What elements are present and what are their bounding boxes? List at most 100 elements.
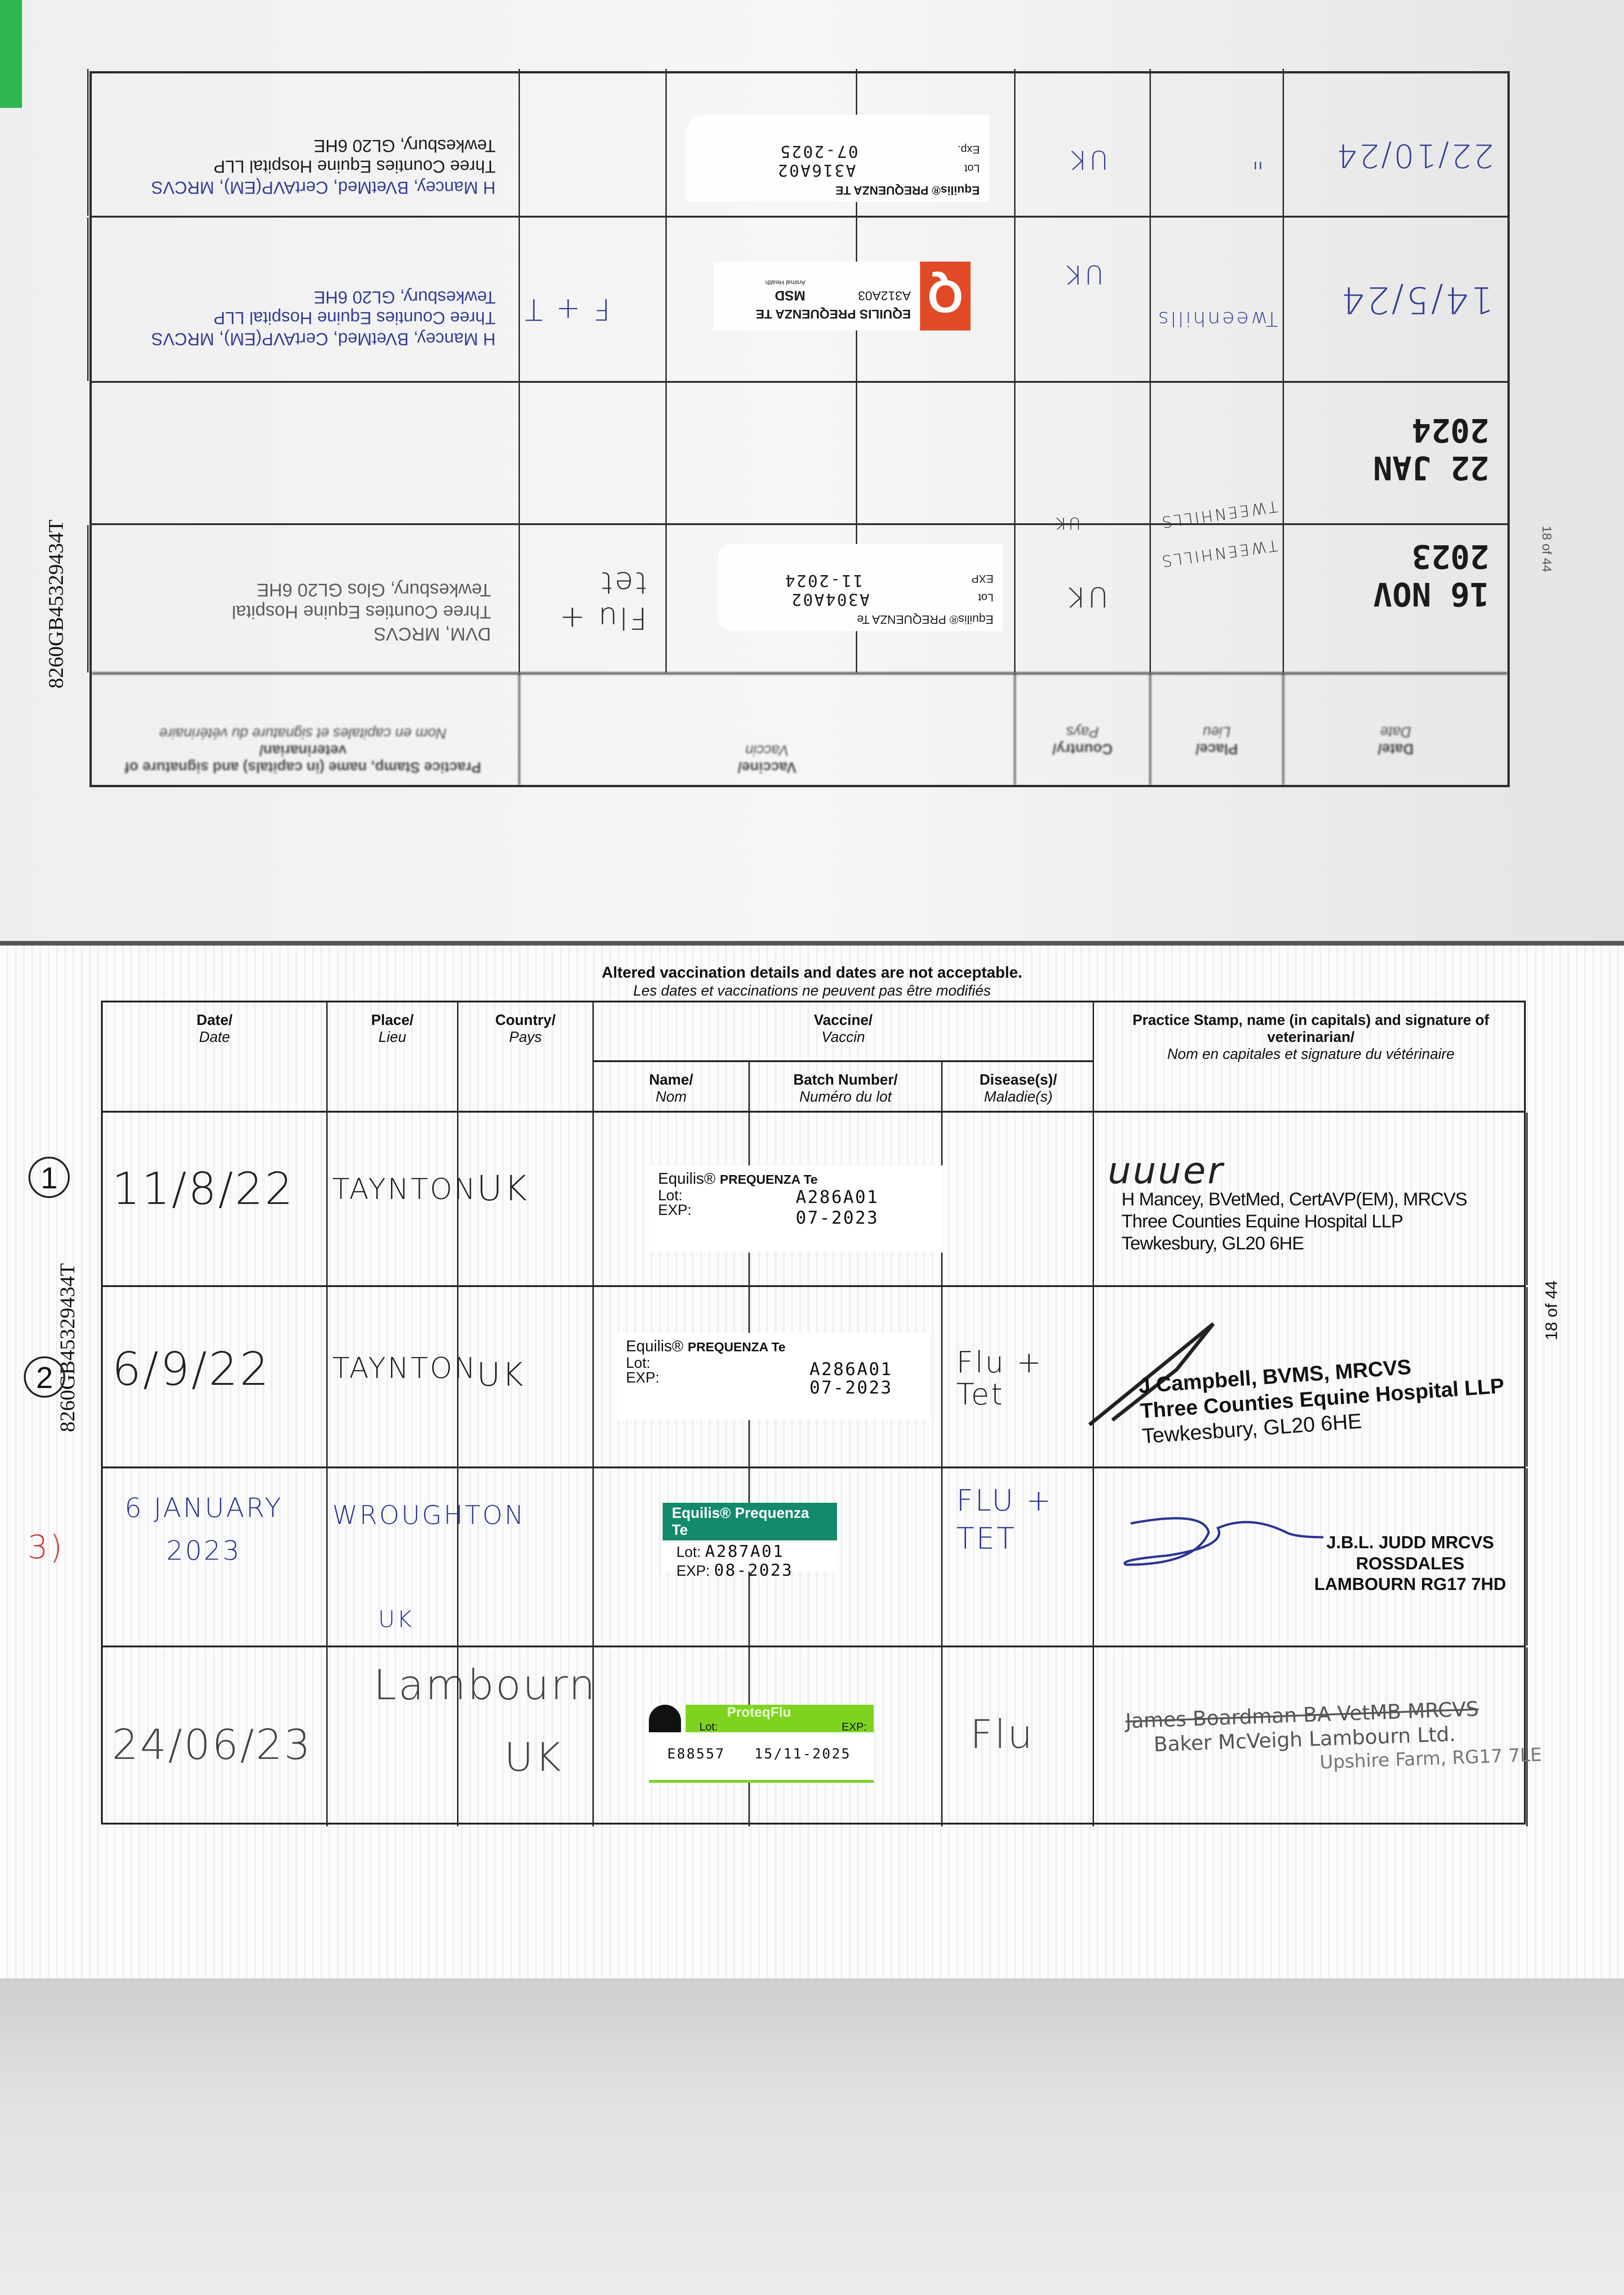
vet-practice: Three Counties Equine Hospital LLP: [1122, 1211, 1403, 1231]
page-number-upper: 18 of 44: [1540, 526, 1554, 572]
header-stamp: Practice Stamp, name (in capitals) and s…: [1132, 1012, 1490, 1045]
sticker-brand: Equilis® PREQUENZA Te: [857, 613, 993, 627]
country: UK: [1064, 259, 1104, 289]
place-ditto: ": [1250, 142, 1264, 174]
header-place-fr: Lieu: [1203, 724, 1231, 740]
header-batch: Batch Number/: [793, 1071, 898, 1088]
header-vaccine: Vaccine/: [737, 759, 797, 776]
upper-row-2: 22 JAN 2024 TWEENHILLS UK: [92, 381, 1507, 532]
date: 6 JANUARY 2023: [124, 1492, 283, 1566]
green-tab: [0, 0, 22, 108]
header-stamp-fr: Nom en capitales et signature du vétérin…: [159, 725, 447, 742]
header-date-fr: Date: [199, 1029, 230, 1045]
table-row: 24/06/23 Lambourn UK Flu James Boardman …: [103, 1647, 1542, 1826]
header-batch-fr: Numéro du lot: [799, 1088, 892, 1105]
vet-stamp: H Mancey, BVetMed, CertAVP(EM), MRCVS Th…: [1122, 1188, 1468, 1254]
vet-name: J.B.L. JUDD MRCVS: [1326, 1533, 1494, 1552]
sticker-lot-label: Lot:: [626, 1355, 651, 1371]
vet-practice: Three Counties Equine Hospital LLP: [213, 157, 496, 176]
scanner-background: [0, 1978, 1624, 2295]
vet-stamp: DVM, MRCVS Three Counties Equine Hospita…: [232, 579, 491, 645]
disease: Flu: [970, 1712, 1034, 1758]
country: UK: [1054, 514, 1081, 532]
vaccination-table: Date/Date Place/Lieu Country/Pays Vaccin…: [101, 1001, 1542, 1826]
annotation-3: 3): [28, 1528, 64, 1566]
sticker-brand: Equilis®: [672, 1505, 731, 1521]
msd-q-logo: Q: [920, 262, 971, 330]
header-stamp: Practice Stamp, name (in capitals) and s…: [124, 742, 481, 776]
upper-row-4: 22/10/24 " UK H Mancey, BVetMed, CertAVP…: [87, 69, 1507, 216]
vet-name: H Mancey, BVetMed, CertAVP(EM), MRCVS: [151, 329, 496, 348]
vaccine-sticker: Equilis® PREQUENZA Te Lot: A286A01 EXP: 07…: [649, 1165, 943, 1253]
header-place: Place/: [371, 1012, 414, 1028]
sticker-lot: A312A03: [858, 289, 911, 303]
passport-id-upper: 8260GB45329434T: [44, 520, 67, 688]
upper-page: 8260GB45329434T 18 of 44 Date/Date Place…: [0, 0, 1624, 941]
header-country: Country/: [1052, 741, 1113, 757]
date: 22/10/24: [1334, 137, 1494, 174]
vet-name: DVM, MRCVS: [374, 624, 491, 644]
header-country-fr: Pays: [509, 1029, 542, 1045]
header-place: Place/: [1195, 741, 1238, 757]
sticker-lot-label: Lot: [978, 591, 993, 604]
sticker-exp: 07-2025: [779, 142, 859, 161]
msd-subtitle: Animal Health: [765, 279, 805, 286]
table-header: Date/Date Place/Lieu Country/Pays Vaccin…: [103, 1002, 1524, 1113]
signature: [1123, 1517, 1324, 1566]
sticker-exp-label: EXP:: [626, 1369, 659, 1386]
sticker-brand: EQUILIS PREQUENZA TE: [755, 307, 911, 321]
sticker-brand: Equilis®: [626, 1338, 684, 1355]
sticker-lot: A304A02: [790, 590, 870, 609]
vet-address: Tewkesbury, GL20 6HE: [1122, 1233, 1304, 1254]
header-vaccine: Vaccine/: [814, 1012, 873, 1028]
table-row: 6 JANUARY 2023 WROUGHTON UK FLU + TET J.…: [103, 1468, 1528, 1647]
header-date: Date/: [196, 1012, 233, 1028]
header-disease: Disease(s)/: [979, 1071, 1057, 1088]
header-stamp-fr: Nom en capitales et signature du vétérin…: [1167, 1046, 1455, 1062]
date-stamp: 16 NOV 2023: [1373, 537, 1489, 613]
vet-name: H Mancey, BVetMed, CertAVP(EM), MRCVS: [151, 178, 496, 197]
signature: uuuer: [1108, 1149, 1225, 1192]
upper-vaccination-table: Date/Date Place/Lieu Country/Pays Vaccin…: [87, 69, 1510, 787]
sticker-lot: A316A02: [776, 161, 856, 179]
header-place-fr: Lieu: [378, 1029, 407, 1045]
vet-stamp: J.B.L. JUDD MRCVS ROSSDALES LAMBOURN RG1…: [1314, 1533, 1506, 1595]
country: UK: [504, 1735, 563, 1780]
date: 6/9/22: [112, 1342, 271, 1396]
sticker-lot-label: Lot:: [676, 1544, 701, 1560]
sticker-lot: A286A01: [809, 1359, 893, 1379]
disease: F + T: [523, 292, 610, 326]
vet-stamp: James Boardman BA VetMB MRCVS Baker McVe…: [1125, 1695, 1542, 1780]
sticker-exp: 11-2024: [784, 571, 863, 590]
sticker-brand: Equilis® PREQUENZA TE: [835, 184, 980, 197]
boehringer-logo-icon: [649, 1705, 681, 1732]
passport-id-lower: 8260GB45329434T: [56, 1263, 79, 1432]
sticker-lot-label: Lot: [964, 162, 980, 174]
vaccine-sticker: ProteqFlu Lot: EXP: E88557 15/11-2025: [649, 1705, 874, 1783]
place: Tweenhills: [1156, 307, 1278, 330]
msd-logo: MSD: [775, 288, 805, 303]
vet-name: H Mancey, BVetMed, CertAVP(EM), MRCVS: [1122, 1189, 1468, 1209]
sticker-exp: 15/11-2025: [754, 1746, 851, 1762]
date: 14/5/24: [1339, 279, 1494, 321]
place: Lambourn: [374, 1661, 597, 1709]
notice-fr: Les dates et vaccinations ne peuvent pas…: [633, 982, 991, 999]
disease: Flu + Tet: [956, 1346, 1044, 1412]
sticker-exp-label: Exp.: [957, 143, 980, 156]
place: TWEENHILLS: [1159, 536, 1279, 571]
vet-address: Tewkesbury, GL20 6HE: [313, 287, 496, 307]
circled-annotation-2: 2: [24, 1356, 65, 1398]
vaccine-sticker: Equilis® PREQUENZA Te Lot A304A02 EXP 11…: [718, 544, 1003, 631]
sticker-exp: 07-2023: [809, 1377, 893, 1398]
sticker-lot: E88557: [667, 1746, 725, 1762]
sticker-product: Prequenza Te: [672, 1505, 809, 1538]
page-number: 18 of 44: [1542, 1280, 1561, 1340]
upper-row-1: 16 NOV 2023 TWEENHILLS UK Flu + tet DVM,…: [87, 523, 1507, 672]
table-row: 6/9/22 TAYNTON UK Flu + Tet J Campbell, …: [103, 1287, 1528, 1468]
sticker-brand: ProteqFlu: [686, 1705, 874, 1732]
sticker-product: PREQUENZA Te: [720, 1172, 818, 1187]
vet-practice: Three Counties Equine Hospital: [232, 602, 491, 622]
place: TAYNTON: [332, 1351, 477, 1385]
vet-address: LAMBOURN RG17 7HD: [1314, 1575, 1507, 1595]
place-country: UK: [378, 1606, 414, 1633]
